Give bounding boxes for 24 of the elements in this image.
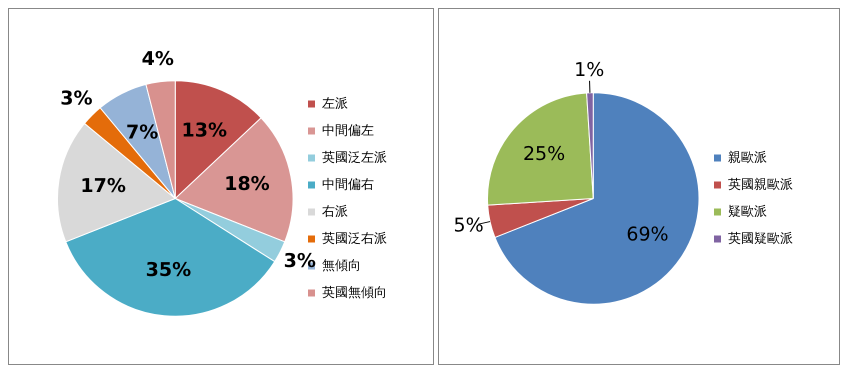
data-label: 3% <box>284 250 316 272</box>
legend-label: 英國親歐派 <box>728 177 793 192</box>
legend-label: 中間偏右 <box>322 177 374 192</box>
data-label: 7% <box>126 121 158 144</box>
legend-label: 英國無傾向 <box>322 285 387 300</box>
legend-label: 英國疑歐派 <box>728 231 793 246</box>
data-label: 17% <box>80 175 126 198</box>
data-label: 4% <box>142 48 174 70</box>
data-label: 3% <box>60 88 93 110</box>
legend-label: 疑歐派 <box>728 204 767 220</box>
legend-label: 右派 <box>322 204 348 220</box>
data-label: 13% <box>182 119 227 142</box>
legend-label: 英國泛左派 <box>322 150 387 166</box>
data-label: 69% <box>626 223 669 246</box>
legend-label: 英國泛右派 <box>322 231 387 246</box>
data-label: 18% <box>224 172 270 195</box>
legend-label: 無傾向 <box>322 258 361 274</box>
legend-label: 左派 <box>322 96 348 112</box>
data-label: 5% <box>454 214 484 236</box>
data-label: 25% <box>522 143 566 166</box>
legend-label: 中間偏左 <box>322 123 374 138</box>
data-label: 35% <box>146 259 192 282</box>
data-label: 1% <box>574 58 604 81</box>
legend-label: 親歐派 <box>728 150 767 166</box>
